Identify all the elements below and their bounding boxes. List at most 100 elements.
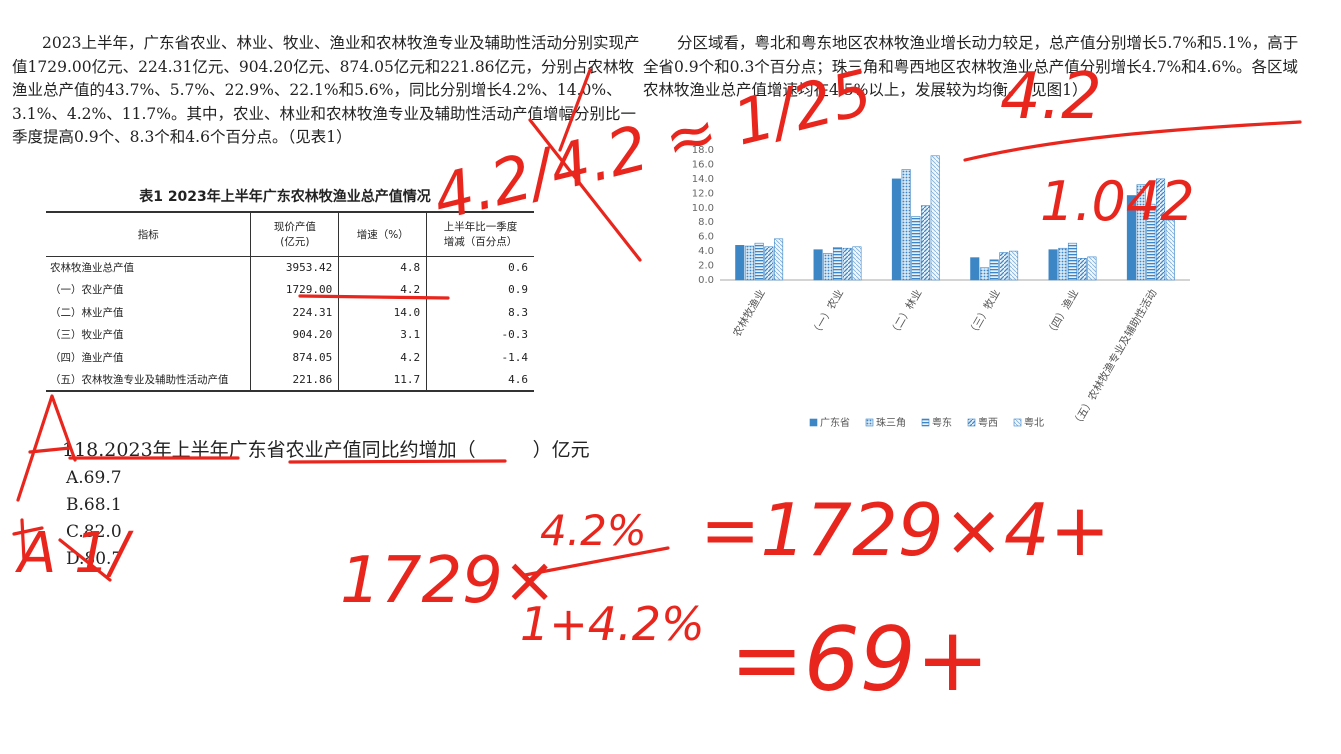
bar	[1067, 242, 1078, 281]
bar	[764, 246, 774, 281]
option-a[interactable]: A.69.7	[66, 468, 122, 488]
y-tick-label: 14.0	[692, 174, 714, 185]
bar	[1126, 195, 1136, 281]
bar	[930, 155, 940, 281]
y-tick-label: 6.0	[698, 232, 714, 243]
row-growth: 3.1	[338, 323, 427, 346]
bar	[1048, 249, 1058, 281]
y-tick-label: 4.0	[698, 246, 714, 257]
row-label: 农林牧渔业总产值	[50, 262, 134, 274]
bar	[774, 238, 784, 281]
row-change: 0.6	[426, 256, 534, 279]
table-row: （四）渔业产值 874.05 4.2 -1.4	[46, 346, 534, 369]
chart-legend: 广东省 珠三角 粤东 粤西 粤北	[809, 416, 1044, 429]
legend-label: 粤东	[932, 416, 952, 429]
x-tick-label: 农林牧渔业	[730, 287, 768, 339]
right-paragraph: 分区域看，粤北和粤东地区农林牧渔业增长动力较足，总产值分别增长5.7%和5.1%…	[643, 34, 1299, 99]
bar	[744, 245, 755, 281]
row-value: 221.86	[250, 368, 339, 392]
bar	[891, 178, 901, 281]
chart-x-labels: 农林牧渔业 （一）农业 （二）林业 （三）牧业 （四）渔业（五）农林牧渔专业及辅助性活动	[730, 287, 1159, 430]
row-label: （三）牧业产值	[50, 329, 124, 342]
chart-axes: 0.0 2.0 4.0 6.0 8.0 10.0 12.0 14.0 16.0 18.0	[692, 145, 1190, 286]
bar	[813, 249, 823, 281]
table-row: （五）农林牧渔专业及辅助性活动产值 221.86 11.7 4.6	[46, 368, 534, 392]
legend-swatch	[809, 418, 818, 427]
row-growth: 4.8	[338, 256, 427, 279]
row-value: 1729.00	[250, 278, 339, 301]
bar	[989, 259, 999, 281]
hand-result: =69+	[730, 608, 989, 711]
legend-label: 粤西	[978, 416, 998, 429]
question-text: 118.2023年上半年广东省农业产值同比约增加（ ）亿元	[62, 439, 590, 461]
header-change: 上半年比一季度 增减（百分点）	[426, 211, 534, 257]
bar	[920, 205, 931, 281]
x-tick-label: （五）农林牧渔专业及辅助性活动	[1069, 287, 1159, 430]
y-tick-label: 12.0	[692, 188, 714, 199]
y-tick-label: 8.0	[698, 217, 714, 228]
bar	[901, 169, 911, 281]
x-tick-label: （四）渔业	[1044, 288, 1081, 339]
table-row: （一）农业产值 1729.00 4.2 0.9	[46, 278, 534, 301]
y-tick-label: 2.0	[698, 261, 714, 272]
legend-swatch	[1013, 418, 1022, 427]
table-row: （二）林业产值 224.31 14.0 8.3	[46, 301, 534, 324]
bar-chart: 0.0 2.0 4.0 6.0 8.0 10.0 12.0 14.0 16.0 18.0 农林牧渔…	[692, 145, 1190, 430]
bar	[1146, 203, 1156, 281]
row-label: （五）农林牧渔专业及辅助性活动产值	[46, 368, 251, 392]
bar	[999, 252, 1009, 281]
row-change: 4.6	[426, 368, 534, 392]
hand-formula-right: =1729×4+	[700, 488, 1110, 572]
x-tick-label: （二）林业	[887, 287, 925, 339]
bar	[832, 247, 843, 281]
hand-formula-left: 1729×	[340, 544, 557, 618]
row-label: （二）林业产值	[50, 306, 124, 319]
option-c[interactable]: C.82.0	[66, 522, 122, 542]
row-change: 0.9	[426, 278, 534, 301]
table-title: 表1 2023年上半年广东农林牧渔业总产值情况	[139, 189, 431, 205]
legend-label: 粤北	[1024, 416, 1044, 429]
legend-swatch	[865, 418, 874, 427]
hand-fraction-num: 4.2%	[540, 506, 647, 555]
row-change: -0.3	[426, 323, 534, 346]
bar	[1165, 219, 1175, 281]
bar	[1077, 258, 1087, 281]
bar	[1009, 250, 1019, 281]
row-label: （一）农业产值	[50, 284, 124, 297]
legend-swatch	[967, 418, 976, 427]
legend-label: 珠三角	[876, 416, 906, 429]
row-value: 224.31	[250, 301, 339, 324]
option-d[interactable]: D.80.7	[66, 549, 123, 569]
row-value: 3953.42	[250, 256, 339, 279]
row-label: （四）渔业产值	[50, 351, 124, 364]
row-growth: 4.2	[338, 346, 427, 369]
row-change: -1.4	[426, 346, 534, 369]
bar	[735, 245, 745, 281]
y-tick-label: 0.0	[698, 275, 714, 286]
x-tick-label: （一）农业	[809, 287, 847, 339]
bar	[979, 267, 990, 281]
row-value: 874.05	[250, 346, 339, 369]
left-paragraph: 2023上半年，广东省农业、林业、牧业、渔业和农林牧渔专业及辅助性活动分别实现产…	[12, 34, 640, 146]
y-tick-label: 10.0	[692, 203, 714, 214]
bar	[911, 216, 921, 281]
y-tick-label: 16.0	[692, 159, 714, 170]
option-b[interactable]: B.68.1	[66, 495, 122, 515]
legend-swatch	[921, 418, 930, 427]
bar	[754, 242, 764, 281]
row-growth: 11.7	[338, 368, 427, 392]
bar	[852, 246, 862, 281]
row-growth: 4.2	[338, 278, 427, 301]
x-tick-label: （三）牧业	[965, 287, 1003, 339]
row-value: 904.20	[250, 323, 339, 346]
table-header-row: 指标 现价产值 (亿元) 增速（%） 上半年比一季度 增减（百分点）	[46, 211, 534, 257]
bar	[823, 252, 833, 281]
y-tick-label: 18.0	[692, 145, 714, 156]
row-change: 8.3	[426, 301, 534, 324]
bar	[1155, 178, 1166, 281]
bar	[1136, 184, 1146, 281]
header-value: 现价产值 (亿元)	[250, 211, 339, 257]
table-row: 农林牧渔业总产值 3953.42 4.8 0.6	[46, 256, 534, 279]
row-growth: 14.0	[338, 301, 427, 324]
fraction-bar	[523, 546, 670, 577]
